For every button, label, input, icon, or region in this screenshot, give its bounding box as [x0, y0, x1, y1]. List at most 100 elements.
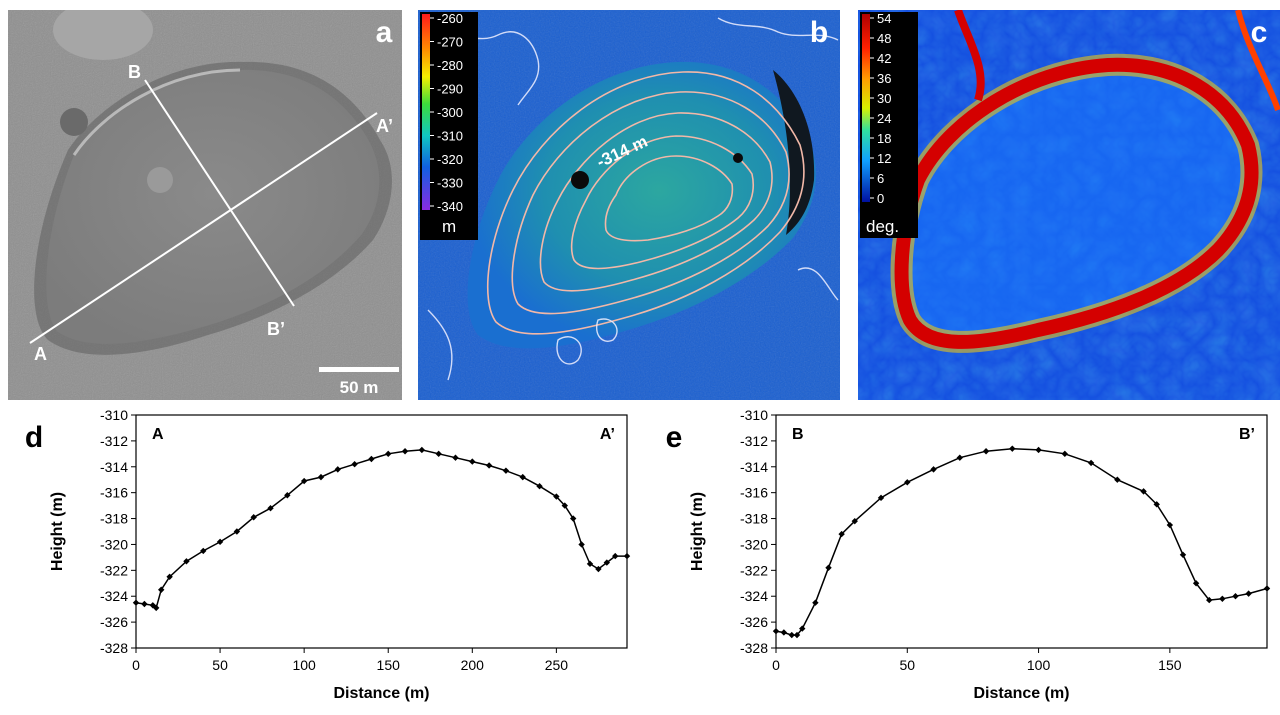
- data-point: [1009, 445, 1016, 452]
- data-point: [1232, 593, 1239, 600]
- data-point: [435, 450, 442, 458]
- small-crater: [571, 171, 589, 189]
- data-point: [284, 492, 291, 499]
- x-tick-label: 0: [132, 657, 140, 673]
- y-tick-label: -328: [100, 640, 128, 656]
- colorbar-tick-label: -320: [437, 152, 463, 167]
- panel-c-slope: 54 48 42 36 30 24 18 12 6 0 deg. c: [858, 10, 1280, 400]
- data-point: [1219, 595, 1226, 603]
- y-tick-label: -324: [100, 588, 128, 604]
- panel-letter-c: c: [1251, 16, 1268, 49]
- y-tick-label: -316: [740, 485, 768, 501]
- plot-frame: [775, 414, 1268, 649]
- data-point: [401, 448, 409, 455]
- data-point: [930, 466, 937, 473]
- y-tick-label: -328: [740, 640, 768, 656]
- y-axis-label: Height (m): [49, 492, 66, 571]
- x-tick-label: 0: [772, 657, 780, 673]
- profile-chart-e: -310 -312 -314 -316 -318 -320 -322 -324 -326 -328…: [666, 407, 1271, 702]
- y-tick-label: -326: [740, 614, 768, 630]
- colorbar-tick-label: 12: [877, 151, 891, 166]
- data-point: [772, 627, 780, 635]
- x-tick-label: 50: [212, 657, 228, 673]
- data-point: [502, 467, 510, 474]
- hillshade-image: A A’ B B’ 50 m a: [8, 10, 402, 400]
- crater-wall-shadow: [773, 70, 815, 235]
- data-point: [1245, 590, 1252, 597]
- data-point: [982, 448, 990, 455]
- panel-letter: e: [666, 421, 683, 454]
- data-point: [233, 528, 241, 535]
- crater-floor: [901, 64, 1252, 342]
- plot-frame: [135, 414, 628, 649]
- data-point: [368, 455, 375, 463]
- colorbar-tick-label: 0: [877, 191, 884, 206]
- data-point: [561, 502, 568, 509]
- data-point: [812, 599, 819, 606]
- y-tick-label: -316: [100, 485, 128, 501]
- data-point: [469, 458, 476, 465]
- colorbar-unit: deg.: [866, 217, 899, 236]
- data-point: [300, 477, 308, 485]
- scale-bar-label: 50 m: [340, 378, 379, 397]
- data-point: [267, 505, 274, 512]
- colorbar-tick-label: -290: [437, 82, 463, 97]
- x-tick-label: 250: [545, 657, 569, 673]
- elevation-map: -260 -270 -280 -290 -300 -310 -320 -330 -340 m -…: [418, 10, 840, 400]
- colorbar-ticks: -260 -270 -280 -290 -300 -310 -320 -330 -340: [430, 11, 463, 214]
- data-point: [452, 454, 459, 461]
- data-point: [1179, 551, 1187, 558]
- colorbar-tick-label: 18: [877, 131, 891, 146]
- panel-letter-b: b: [810, 16, 828, 49]
- data-point: [317, 473, 325, 481]
- series-line: [775, 447, 1268, 636]
- y-tick-label: -312: [100, 433, 128, 449]
- data-point: [578, 541, 585, 548]
- x-axis-label: Distance (m): [973, 685, 1069, 702]
- y-tick-label: -326: [100, 614, 128, 630]
- data-point: [956, 454, 963, 461]
- data-point: [603, 559, 611, 566]
- x-axis-label: Distance (m): [333, 685, 429, 702]
- colorbar-gradient: [862, 14, 870, 202]
- data-point: [586, 560, 594, 568]
- small-mound: [147, 167, 173, 193]
- colorbar-tick-label: 36: [877, 71, 891, 86]
- data-point: [1206, 596, 1213, 604]
- y-tick-label: -314: [100, 459, 128, 475]
- data-point: [519, 473, 526, 481]
- colorbar-tick-label: 24: [877, 111, 891, 126]
- label-a: A: [34, 344, 47, 364]
- x-tick-label: 100: [1027, 657, 1051, 673]
- series-line: [135, 449, 627, 610]
- colorbar-tick-label: -270: [437, 35, 463, 50]
- data-point: [553, 493, 560, 500]
- x-tick-label: 150: [377, 657, 401, 673]
- data-point: [183, 558, 190, 565]
- label-b: B: [128, 62, 141, 82]
- colorbar-tick-label: -330: [437, 176, 463, 191]
- y-tick-label: -312: [740, 433, 768, 449]
- label-a-prime: A’: [376, 116, 393, 136]
- data-point: [1035, 446, 1042, 454]
- colorbar-tick-label: 42: [877, 51, 891, 66]
- data-point: [334, 466, 341, 473]
- data-point: [351, 460, 358, 468]
- colorbar-gradient: [422, 14, 430, 210]
- panel-letter: d: [25, 421, 43, 454]
- slope-map: 54 48 42 36 30 24 18 12 6 0 deg. c: [858, 10, 1280, 400]
- colorbar-tick-label: 6: [877, 171, 884, 186]
- colorbar-tick-label: -300: [437, 105, 463, 120]
- data-point: [595, 565, 602, 573]
- data-point: [152, 604, 160, 612]
- profile-end-label: A’: [600, 426, 615, 443]
- profile-end-label: B’: [1239, 426, 1255, 443]
- data-point: [1114, 476, 1121, 483]
- y-tick-label: -320: [100, 536, 128, 552]
- data-point: [623, 552, 631, 560]
- y-tick-label: -322: [740, 562, 768, 578]
- data-point: [250, 514, 257, 521]
- colorbar-tick-label: -260: [437, 11, 463, 26]
- y-tick-label: -310: [740, 407, 768, 423]
- contour-lines: [486, 71, 805, 335]
